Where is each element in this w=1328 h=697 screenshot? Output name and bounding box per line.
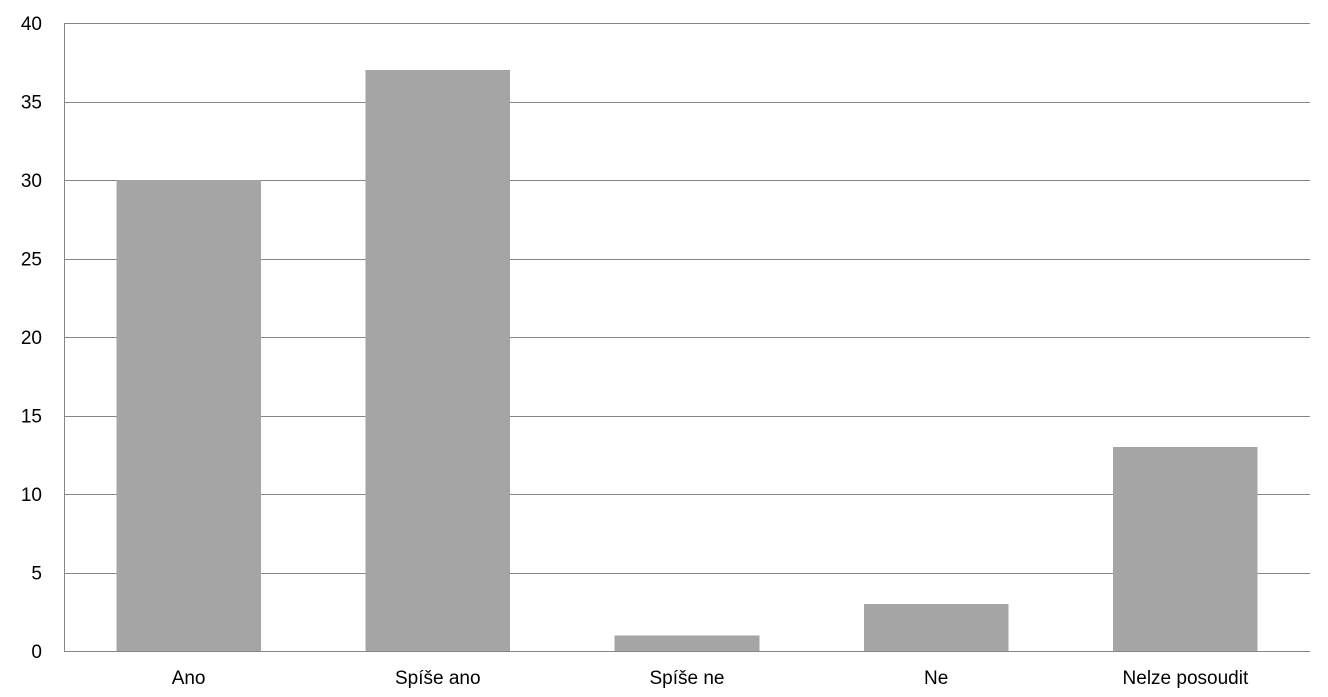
y-tick-label: 35: [21, 93, 42, 114]
y-tick-label: 40: [21, 14, 42, 35]
y-tick-label: 20: [21, 328, 42, 349]
gridlines: [64, 23, 1310, 574]
bars: [116, 70, 1258, 652]
x-tick-label: Ano: [172, 668, 206, 689]
y-tick-label: 15: [21, 407, 42, 428]
y-tick-label: 10: [21, 485, 42, 506]
x-tick-label: Nelze posoudit: [1123, 668, 1249, 689]
x-tick-label: Spíše ano: [395, 668, 481, 689]
bar: [116, 180, 261, 651]
y-tick-label: 0: [31, 642, 42, 663]
bar: [365, 70, 511, 652]
y-tick-label: 25: [21, 250, 42, 271]
x-axis-tick-labels: Ano Spíše ano Spíše ne Ne Nelze posoudit: [172, 668, 1249, 689]
y-tick-label: 5: [31, 564, 42, 585]
y-tick-label: 30: [21, 171, 42, 192]
bar: [1113, 446, 1258, 651]
bar: [614, 635, 760, 651]
x-tick-label: Ne: [924, 668, 948, 689]
x-tick-label: Spíše ne: [650, 668, 725, 689]
y-axis-tick-labels: 0 5 10 15 20 25 30 35 40: [21, 14, 42, 663]
bar: [863, 603, 1009, 651]
